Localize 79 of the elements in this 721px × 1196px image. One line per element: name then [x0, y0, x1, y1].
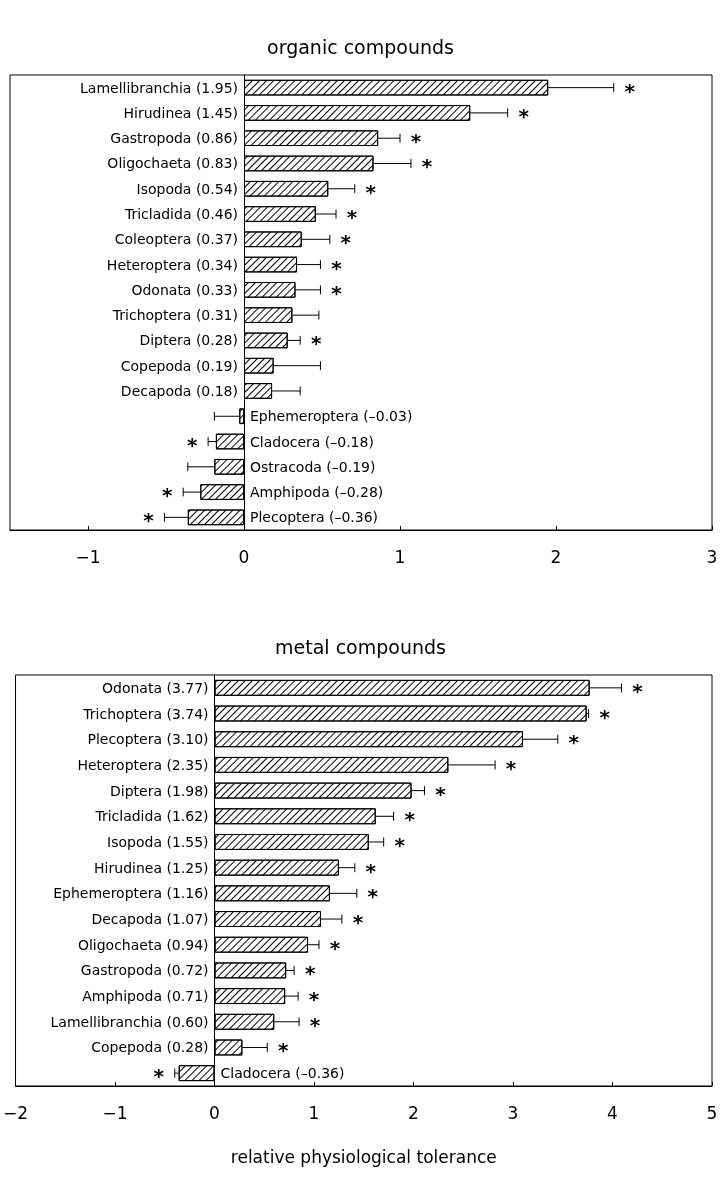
x-tick-label: 5	[706, 1102, 718, 1123]
annotation: *	[505, 755, 517, 780]
annotation: *	[331, 255, 343, 280]
y-tick-label: Cladocera (–0.18)	[250, 433, 374, 450]
y-tick-label: Amphipoda (–0.28)	[250, 484, 384, 501]
annotation: *	[186, 432, 198, 457]
y-tick-label: Copepoda (0.28)	[91, 1039, 209, 1056]
y-tick-label: Gastropoda (0.72)	[80, 962, 209, 979]
y-tick-label: Hirudinea (1.25)	[94, 859, 209, 876]
y-tick-label: Plecoptera (3.10)	[87, 731, 209, 748]
x-tick-label: 3	[706, 546, 718, 567]
y-tick-label: Ostracoda (–0.19)	[250, 458, 376, 475]
annotation: *	[410, 129, 422, 154]
y-tick-label: Ephemeroptera (1.16)	[53, 885, 209, 902]
y-tick-label: Lamellibranchia (1.95)	[80, 79, 238, 96]
x-axis-title: relative physiological tolerance	[230, 1146, 497, 1167]
chart-title: metal compounds	[275, 635, 446, 658]
y-tick-label: Plecoptera (–0.36)	[250, 509, 379, 526]
x-tick-label: 2	[408, 1102, 419, 1123]
annotation: *	[599, 704, 611, 729]
annotation: *	[309, 1012, 321, 1037]
annotation: *	[308, 987, 320, 1012]
x-tick-label: −1	[75, 546, 101, 567]
annotation: *	[632, 678, 644, 703]
annotation: *	[278, 1038, 290, 1063]
annotation: *	[329, 935, 341, 960]
y-tick-label: Diptera (1.98)	[109, 782, 209, 799]
y-tick-label: Copepoda (0.19)	[120, 357, 238, 374]
annotation: *	[340, 230, 352, 255]
y-tick-label: Decapoda (0.18)	[120, 382, 238, 399]
annotation: *	[518, 103, 530, 128]
annotation: *	[346, 205, 358, 230]
annotation: *	[394, 832, 406, 857]
x-tick-label: −2	[3, 1102, 29, 1123]
x-tick-label: 3	[507, 1102, 519, 1123]
x-tick-label: 0	[209, 1102, 220, 1123]
annotation: *	[352, 910, 364, 935]
y-tick-label: Isopoda (0.54)	[136, 180, 238, 197]
annotation: *	[365, 858, 377, 883]
annotation: *	[304, 961, 316, 986]
annotation: *	[365, 179, 377, 204]
y-tick-label: Heteroptera (2.35)	[77, 756, 209, 773]
annotation: *	[153, 1064, 165, 1089]
y-tick-label: Trichoptera (3.74)	[82, 705, 209, 722]
y-tick-label: Diptera (0.28)	[139, 332, 238, 349]
y-tick-label: Decapoda (1.07)	[91, 911, 209, 928]
annotation: *	[435, 781, 447, 806]
annotation: *	[331, 280, 343, 305]
annotation: *	[421, 154, 433, 179]
y-tick-label: Trichoptera (0.31)	[111, 307, 238, 324]
y-tick-label: Hirudinea (1.45)	[123, 104, 238, 121]
annotation: *	[624, 78, 636, 103]
x-tick-label: 4	[607, 1102, 618, 1123]
y-tick-label: Cladocera (–0.36)	[220, 1065, 345, 1082]
y-tick-label: Tricladida (1.62)	[94, 808, 209, 825]
y-tick-label: Oligochaeta (0.94)	[77, 936, 209, 953]
x-tick-label: −1	[102, 1102, 128, 1123]
y-tick-label: Tricladida (0.46)	[123, 206, 238, 223]
y-tick-label: Oligochaeta (0.83)	[107, 155, 238, 172]
annotation: *	[310, 331, 322, 356]
x-tick-label: 1	[394, 546, 406, 567]
x-tick-label: 1	[308, 1102, 320, 1123]
x-tick-label: 2	[550, 546, 562, 567]
y-tick-label: Lamellibranchia (0.60)	[50, 1013, 209, 1030]
y-tick-label: Coleoptera (0.37)	[114, 231, 238, 248]
y-tick-label: Odonata (3.77)	[101, 679, 209, 696]
x-tick-label: 0	[238, 546, 250, 567]
y-tick-label: Isopoda (1.55)	[107, 833, 209, 850]
annotation: *	[367, 884, 379, 909]
y-tick-label: Odonata (0.33)	[131, 281, 238, 298]
y-tick-label: Ephemeroptera (–0.03)	[250, 408, 413, 425]
y-tick-label: Gastropoda (0.86)	[110, 130, 238, 147]
annotation: *	[568, 730, 580, 755]
annotation: *	[404, 807, 416, 832]
annotation: *	[143, 508, 155, 533]
y-tick-label: Heteroptera (0.34)	[106, 256, 238, 273]
annotation: *	[161, 483, 173, 508]
y-tick-label: Amphipoda (0.71)	[82, 988, 209, 1005]
chart-title: organic compounds	[267, 35, 454, 58]
